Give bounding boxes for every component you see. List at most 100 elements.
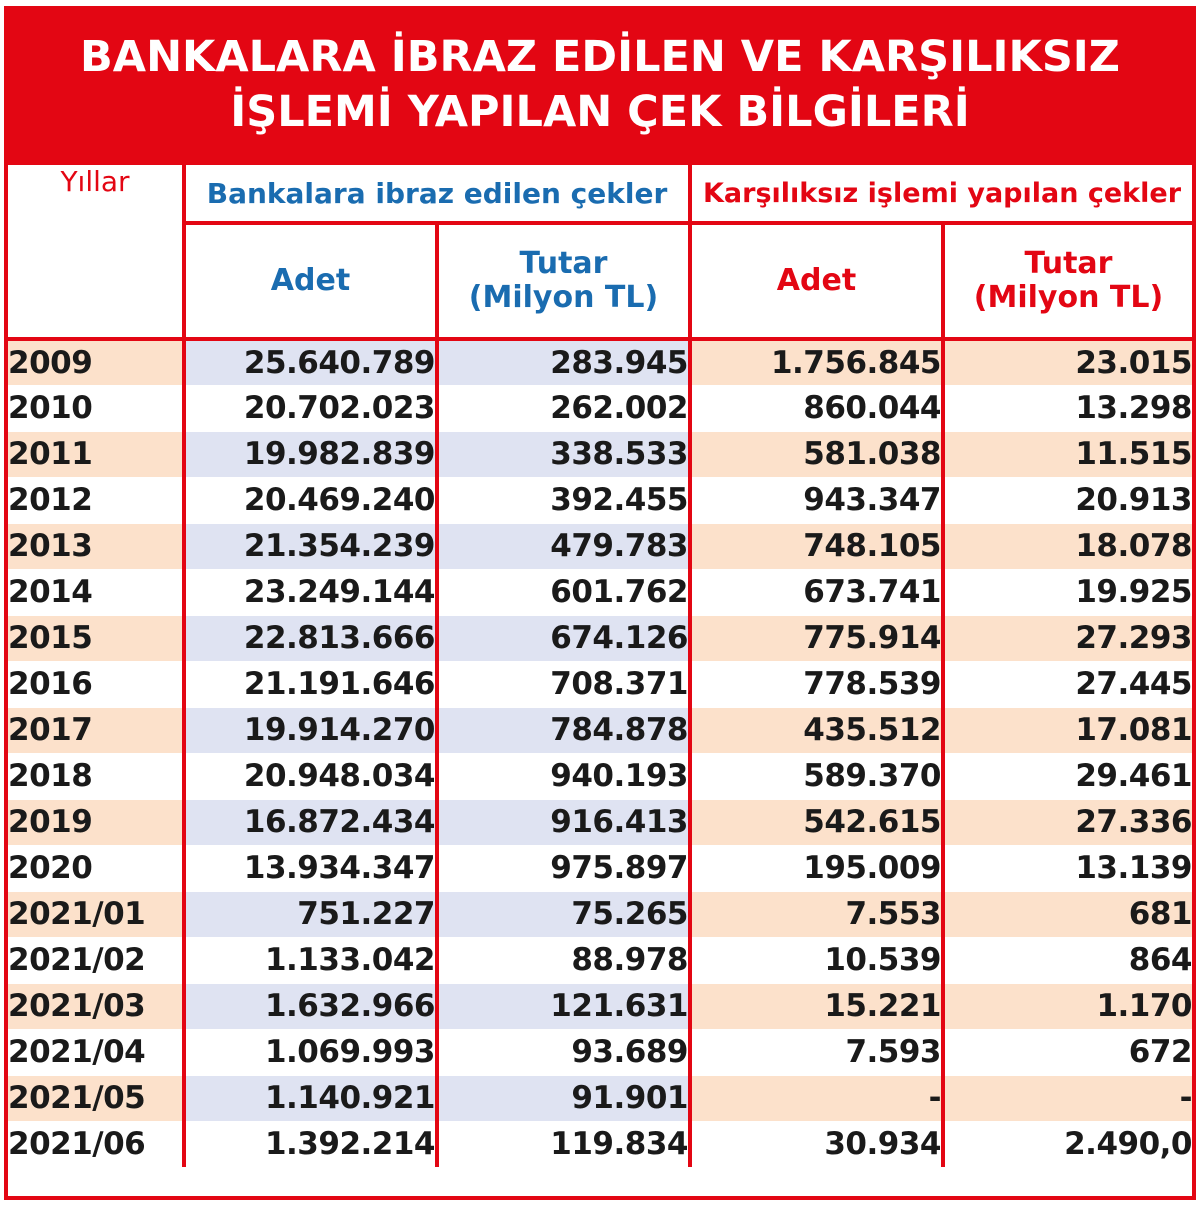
bounced-amount-cell: 681 [943, 890, 1192, 938]
table-row: 2014 23.249.144 601.762 673.741 19.925 [8, 569, 1192, 615]
bounced-count-cell: 1.756.845 [690, 338, 945, 386]
presented-amount-cell: 940.193 [437, 753, 692, 799]
presented-amount-cell: 119.834 [437, 1121, 692, 1167]
year-cell: 2011 [8, 430, 186, 478]
presented-count-cell: 23.249.144 [184, 569, 439, 615]
bounced-amount-cell: 13.139 [1075, 850, 1192, 886]
bounced-amount-cell: 11.515 [943, 430, 1192, 478]
table-row: 2019 16.872.434 916.413 542.615 27.336 [8, 798, 1192, 846]
bounced-count-cell: 673.741 [690, 569, 945, 615]
bounced-count-cell: 581.038 [690, 430, 945, 478]
bounced-amount-cell: 27.445 [1075, 666, 1192, 702]
bounced-count-cell: 7.593 [690, 1029, 945, 1075]
presented-amount-cell: 283.945 [437, 338, 692, 386]
table-row: 2021/02 1.133.042 88.978 10.539 864 [8, 937, 1192, 983]
title-line-2: İŞLEMİ YAPILAN ÇEK BİLGİLERİ [230, 87, 970, 137]
table-body: 2009 25.640.789 283.945 1.756.845 23.015 2010… [8, 338, 1192, 1167]
bounced-count-cell: 435.512 [690, 706, 945, 754]
presented-amount-header: Tutar (Milyon TL) [437, 223, 692, 341]
presented-amount-cell: 88.978 [437, 937, 692, 983]
bounced-amount-cell: 2.490,0 [1064, 1126, 1192, 1163]
title-line-1: BANKALARA İBRAZ EDİLEN VE KARŞILIKSIZ [80, 32, 1120, 82]
presented-count-cell: 19.982.839 [184, 430, 439, 478]
presented-amount-cell: 262.002 [437, 385, 692, 431]
year-cell: 2021/05 [8, 1074, 186, 1122]
presented-count-cell: 1.392.214 [184, 1121, 439, 1167]
amount-header-line-2: (Milyon TL) [468, 280, 659, 315]
bounced-amount-cell: 1.170 [943, 982, 1192, 1030]
presented-amount-cell: 75.265 [437, 890, 692, 938]
year-cell: 2019 [8, 798, 186, 846]
presented-count-cell: 20.702.023 [184, 385, 439, 431]
presented-count-header: Adet [184, 223, 439, 341]
bounced-cheques-header: Karşılıksız işlemi yapılan çekler [690, 165, 1192, 225]
bounced-count-cell: 860.044 [690, 385, 945, 431]
year-cell: 2012 [8, 477, 186, 523]
presented-count-cell: 751.227 [184, 890, 439, 938]
year-cell: 2020 [8, 845, 186, 891]
presented-amount-cell: 975.897 [437, 845, 692, 891]
presented-amount-cell: 392.455 [437, 477, 692, 523]
presented-count-cell: 22.813.666 [184, 614, 439, 662]
amount-header-line-2: (Milyon TL) [973, 280, 1164, 315]
year-cell: 2015 [8, 614, 186, 662]
presented-amount-cell: 674.126 [437, 614, 692, 662]
presented-amount-cell: 91.901 [437, 1074, 692, 1122]
table-row: 2021/04 1.069.993 93.689 7.593 672 [8, 1029, 1192, 1075]
bounced-amount-cell: 13.298 [1075, 390, 1192, 426]
year-cell: 2013 [8, 522, 186, 570]
presented-cheques-header: Bankalara ibraz edilen çekler [184, 165, 692, 225]
bounced-amount-cell: 19.925 [1075, 574, 1192, 610]
bounced-count-cell: 10.539 [690, 937, 945, 983]
bounced-count-cell: 778.539 [690, 661, 945, 707]
table-row: 2018 20.948.034 940.193 589.370 29.461 [8, 753, 1192, 799]
table-row: 2020 13.934.347 975.897 195.009 13.139 [8, 845, 1192, 891]
year-cell: 2021/02 [8, 937, 186, 983]
presented-amount-cell: 916.413 [437, 798, 692, 846]
table-row: 2015 22.813.666 674.126 775.914 27.293 [8, 614, 1192, 662]
bounced-amount-header: Tutar (Milyon TL) [943, 223, 1192, 341]
presented-count-cell: 1.133.042 [184, 937, 439, 983]
bounced-count-cell: 195.009 [690, 845, 945, 891]
table-row: 2016 21.191.646 708.371 778.539 27.445 [8, 661, 1192, 707]
bounced-count-cell: - [690, 1074, 945, 1122]
bounced-amount-cell: 27.293 [943, 614, 1192, 662]
bounced-count-cell: 7.553 [690, 890, 945, 938]
bounced-count-cell: 542.615 [690, 798, 945, 846]
table-row: 2011 19.982.839 338.533 581.038 11.515 [8, 430, 1192, 478]
presented-count-cell: 13.934.347 [184, 845, 439, 891]
title-banner: BANKALARA İBRAZ EDİLEN VE KARŞILIKSIZ İŞ… [8, 10, 1192, 165]
bounced-amount-cell: 864 [1128, 942, 1192, 978]
bounced-amount-cell: 23.015 [943, 338, 1192, 386]
year-cell: 2021/01 [8, 890, 186, 938]
presented-count-cell: 21.354.239 [184, 522, 439, 570]
bounced-amount-cell: 29.461 [1075, 758, 1192, 794]
table-row: 2021/06 1.392.214 119.834 30.934 2.490,0 [8, 1121, 1192, 1167]
table-row: 2021/05 1.140.921 91.901- - [8, 1074, 1192, 1122]
year-cell: 2010 [8, 385, 186, 431]
presented-count-cell: 20.469.240 [184, 477, 439, 523]
presented-amount-cell: 479.783 [437, 522, 692, 570]
table-row: 2012 20.469.240 392.455 943.347 20.913 [8, 477, 1192, 523]
year-cell: 2009 [8, 338, 186, 386]
amount-header-line-1: Tutar [1024, 246, 1113, 281]
bounced-amount-cell: 672 [1128, 1034, 1192, 1070]
presented-amount-cell: 784.878 [437, 706, 692, 754]
presented-count-cell: 1.140.921 [184, 1074, 439, 1122]
bounced-amount-cell: 17.081 [943, 706, 1192, 754]
table-row: 2013 21.354.239 479.783 748.105 18.078 [8, 522, 1192, 570]
bounced-count-cell: 775.914 [690, 614, 945, 662]
table-row: 2010 20.702.023 262.002 860.044 13.298 [8, 385, 1192, 431]
presented-amount-cell: 338.533 [437, 430, 692, 478]
year-cell: 2021/04 [8, 1029, 186, 1075]
years-header: Yıllar [8, 165, 186, 341]
presented-count-cell: 20.948.034 [184, 753, 439, 799]
presented-count-cell: 25.640.789 [184, 338, 439, 386]
presented-count-cell: 21.191.646 [184, 661, 439, 707]
presented-count-cell: 1.069.993 [184, 1029, 439, 1075]
presented-amount-cell: 121.631 [437, 982, 692, 1030]
bounced-count-header: Adet [690, 223, 945, 341]
table-row: 2021/01 751.227 75.265 7.553 681 [8, 890, 1192, 938]
bounced-count-cell: 748.105 [690, 522, 945, 570]
table-row: 2009 25.640.789 283.945 1.756.845 23.015 [8, 338, 1192, 386]
